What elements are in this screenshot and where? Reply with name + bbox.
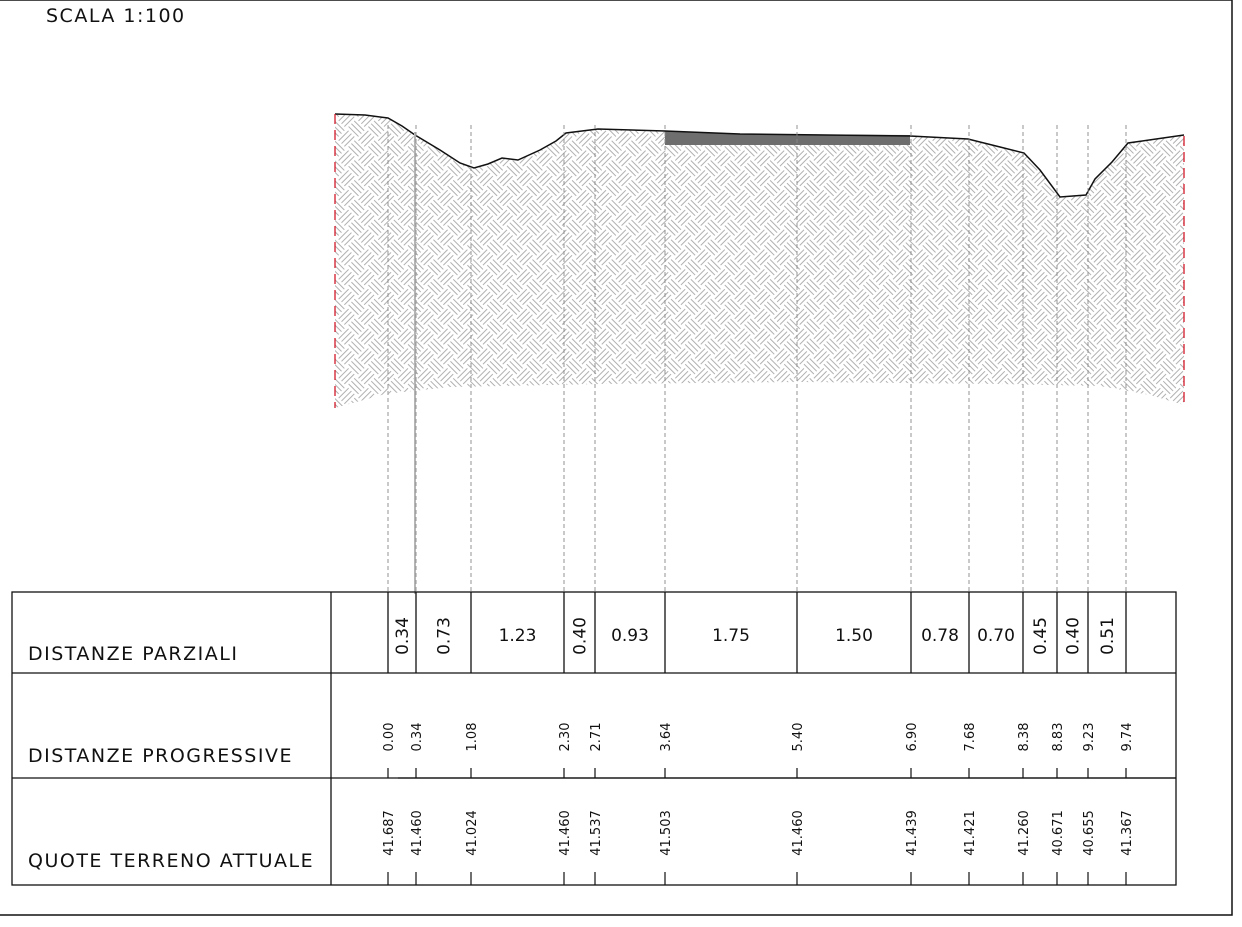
ground-profile-line xyxy=(334,113,1185,198)
progressive-distance-value: 8.83 xyxy=(1051,723,1066,752)
progressive-distance-value: 6.90 xyxy=(905,723,920,752)
partial-distance-value: 0.51 xyxy=(1098,617,1118,655)
elevation-value: 41.687 xyxy=(382,810,397,856)
progressive-distance-cells: 0.00 0.34 1.08 2.30 2.71 3.64 5.40 6.90 7.68 8.38… xyxy=(382,723,1176,779)
pavement-layer xyxy=(665,131,910,145)
partial-distance-value: 0.45 xyxy=(1031,617,1051,655)
elevation-value: 40.655 xyxy=(1082,810,1097,856)
row-label-progressive: DISTANZE PROGRESSIVE xyxy=(28,745,293,767)
row-label-parziali: DISTANZE PARZIALI xyxy=(28,643,238,665)
partial-distance-value: 0.70 xyxy=(977,626,1015,646)
partial-distance-value: 0.40 xyxy=(1064,617,1084,655)
progressive-distance-value: 0.34 xyxy=(410,723,425,752)
station-lines xyxy=(387,125,1127,592)
elevation-value: 41.460 xyxy=(410,810,425,856)
partial-distance-cells: 0.34 0.73 1.23 0.40 0.93 1.75 1.50 0.78 0.70 0.45… xyxy=(387,592,1127,673)
table-border xyxy=(11,591,1177,886)
progressive-distance-value: 9.23 xyxy=(1082,723,1097,752)
progressive-distance-value: 0.00 xyxy=(382,723,397,752)
partial-distance-value: 1.75 xyxy=(712,626,750,646)
elevation-value: 41.460 xyxy=(558,810,573,856)
elevation-value: 41.260 xyxy=(1017,810,1032,856)
progressive-distance-value: 8.38 xyxy=(1017,723,1032,752)
progressive-distance-value: 7.68 xyxy=(963,723,978,752)
progressive-distance-value: 1.08 xyxy=(465,723,480,752)
terrain-section xyxy=(334,113,1185,594)
partial-distance-value: 0.34 xyxy=(393,617,413,655)
partial-distance-value: 0.93 xyxy=(611,626,649,646)
partial-distance-value: 1.23 xyxy=(499,626,537,646)
elevation-value: 41.024 xyxy=(465,810,480,856)
partial-distance-value: 0.40 xyxy=(571,617,591,655)
progressive-distance-value: 3.64 xyxy=(659,723,674,752)
scale-title: SCALA 1:100 xyxy=(46,5,186,27)
progressive-distance-value: 2.30 xyxy=(558,723,573,752)
partial-distance-value: 1.50 xyxy=(835,626,873,646)
elevation-value: 41.367 xyxy=(1120,810,1135,856)
elevation-value: 41.537 xyxy=(589,810,604,856)
progressive-distance-value: 9.74 xyxy=(1120,723,1135,752)
elevation-value: 41.460 xyxy=(791,810,806,856)
elevation-value: 41.503 xyxy=(659,810,674,856)
elevation-value: 40.671 xyxy=(1051,810,1066,856)
elevation-cells: 41.687 41.460 41.024 41.460 41.537 41.503 41.4… xyxy=(382,810,1135,885)
row-label-quote: QUOTE TERRENO ATTUALE xyxy=(28,850,314,872)
ground-hatch xyxy=(335,114,1184,408)
partial-distance-value: 0.73 xyxy=(435,617,455,655)
progressive-distance-value: 2.71 xyxy=(589,723,604,752)
elevation-value: 41.439 xyxy=(905,810,920,856)
elevation-value: 41.421 xyxy=(963,810,978,856)
progressive-distance-value: 5.40 xyxy=(791,723,806,752)
partial-distance-value: 0.78 xyxy=(921,626,959,646)
